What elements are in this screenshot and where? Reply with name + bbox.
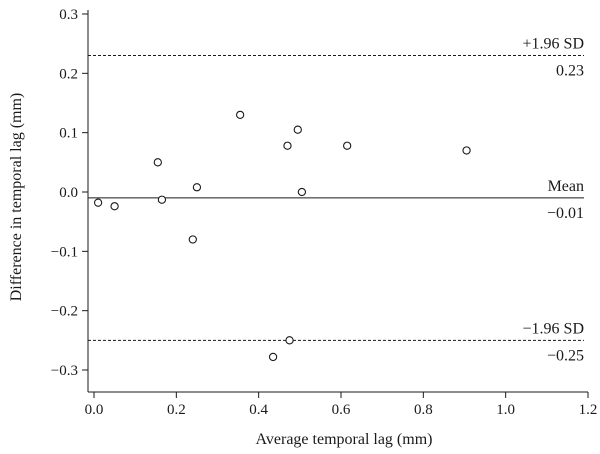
y-tick-label: −0.2	[51, 304, 78, 320]
data-point	[93, 198, 103, 207]
x-axis-label: Average temporal lag (mm)	[256, 431, 433, 448]
data-point	[297, 187, 307, 197]
y-tick-label: 0.1	[59, 126, 78, 142]
data-point	[462, 146, 471, 155]
data-point	[343, 141, 352, 150]
x-tick-label: 0.8	[414, 402, 433, 418]
x-tick-label: 0.2	[167, 402, 186, 418]
x-tick-label: 0.0	[85, 402, 104, 418]
data-point	[285, 336, 294, 345]
data-point	[157, 195, 167, 204]
y-tick-label: 0.3	[59, 7, 78, 23]
y-tick-label: −0.1	[51, 244, 78, 260]
x-tick-label: 0.4	[249, 402, 268, 418]
data-points	[93, 110, 471, 362]
data-point	[293, 125, 302, 134]
reference-value-lower: −0.25	[547, 347, 584, 364]
y-tick-label: −0.3	[51, 363, 78, 379]
y-tick-label: 0.2	[59, 66, 78, 82]
x-tick-label: 1.0	[496, 402, 515, 418]
data-point	[268, 352, 278, 362]
reference-value-mean: −0.01	[547, 205, 584, 222]
y-axis-label: Difference in temporal lag (mm)	[8, 93, 25, 302]
data-point	[110, 202, 119, 211]
reference-lines: +1.96 SD 0.23 Mean −0.01 −1.96 SD −0.25	[88, 36, 584, 364]
data-point	[192, 183, 202, 192]
y-tick-label: 0.0	[59, 185, 78, 201]
reference-label-mean: Mean	[548, 178, 584, 195]
data-point	[283, 141, 292, 150]
reference-value-upper: 0.23	[556, 63, 584, 80]
data-point	[188, 235, 197, 244]
reference-label-upper: +1.96 SD	[523, 36, 584, 53]
data-point	[153, 158, 162, 167]
axes: 0.3 0.2 0.1 0.0 −0.1 −0.2 −0.3 0.0 0.2 0.4 0.6 0.8 1…	[51, 7, 598, 418]
x-tick-label: 1.2	[579, 402, 598, 418]
reference-label-lower: −1.96 SD	[523, 320, 584, 337]
x-tick-label: 0.6	[332, 402, 351, 418]
data-point	[235, 110, 245, 120]
